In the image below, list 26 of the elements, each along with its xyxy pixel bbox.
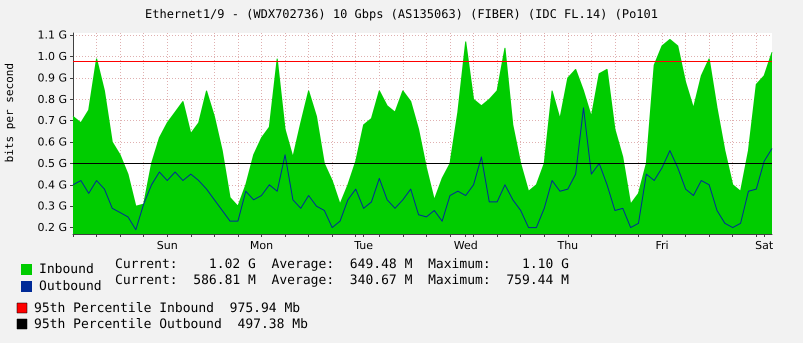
x-tick-label: Sat [755, 239, 774, 252]
y-tick-label: 1.0 G [37, 50, 67, 64]
y-tick-label: 0.7 G [37, 114, 67, 128]
x-tick-label: Fri [655, 239, 669, 252]
text: Current: 586.81 M Average: 340.67 M Maximum: 759.44 M [115, 273, 570, 288]
x-tick-label: Wed [454, 239, 478, 252]
y-tick-label: 0.6 G [37, 136, 67, 149]
y-tick-label: 0.4 G [37, 178, 67, 192]
legend-label: Outbound [39, 279, 102, 294]
legend-label: Inbound [39, 262, 94, 277]
y-axis-title: bits per second [3, 62, 16, 162]
y-tick-label: 1.1 G [37, 28, 67, 42]
y-tick-label: 0.2 G [37, 221, 67, 234]
x-tick-label: Thu [556, 239, 578, 252]
legend-label: 95th Percentile Inbound 975.94 Mb [34, 301, 300, 316]
y-tick-label: 0.9 G [37, 71, 67, 84]
x-tick-label: Tue [353, 239, 374, 252]
legend-label: 95th Percentile Outbound 497.38 Mb [34, 317, 308, 332]
chart-title: Ethernet1/9 - (WDX702736) 10 Gbps (AS135063) (FIBER) (IDC FL.14) (Po101 [145, 7, 658, 21]
y-tick-label: 0.5 G [37, 156, 67, 170]
x-tick-label: Sun [156, 239, 178, 252]
text: Current: 1.02 G Average: 649.48 M Maximum: 1.10 G [115, 257, 570, 272]
y-tick-label: 0.8 G [37, 92, 67, 106]
line-series [72, 107, 772, 230]
y-tick-label: 0.3 G [37, 200, 67, 213]
x-tick-label: Mon [250, 239, 274, 252]
